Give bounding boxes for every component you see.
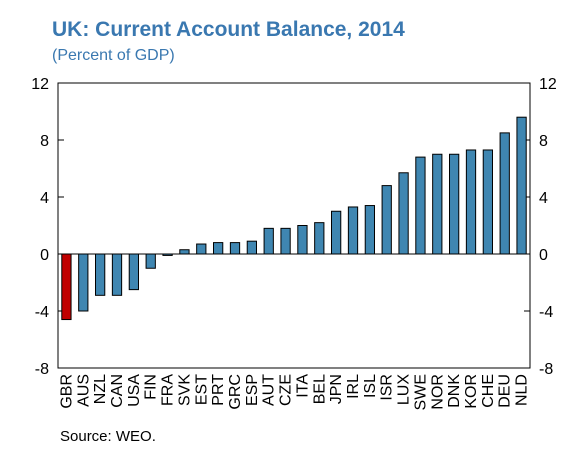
- bar-cze: [280, 227, 291, 255]
- bar-svk: [179, 249, 190, 255]
- x-tick-label-esp: ESP: [244, 374, 261, 406]
- bar-ita: [297, 225, 308, 255]
- bar-prt: [213, 242, 224, 255]
- x-tick-label-jpn: JPN: [328, 374, 345, 404]
- x-tick-label-che: CHE: [480, 374, 497, 408]
- x-tick-label-deu: DEU: [497, 374, 514, 408]
- bar-est: [196, 243, 207, 255]
- bar-swe: [415, 156, 426, 255]
- x-tick-label-lux: LUX: [396, 374, 413, 405]
- y-tick-label-left: 0: [40, 247, 49, 264]
- x-tick-label-grc: GRC: [227, 374, 244, 410]
- y-tick-label-left: 12: [31, 76, 49, 93]
- x-tick-label-bel: BEL: [311, 374, 328, 404]
- chart-subtitle: (Percent of GDP): [52, 47, 175, 64]
- x-tick-label-ita: ITA: [294, 374, 311, 398]
- x-tick-label-irl: IRL: [345, 374, 362, 399]
- bar-kor: [465, 149, 477, 255]
- bar-lux: [398, 172, 409, 255]
- x-tick-label-aus: AUS: [75, 374, 92, 407]
- bar-grc: [229, 242, 241, 255]
- x-tick-label-aut: AUT: [261, 374, 278, 406]
- x-tick-label-usa: USA: [126, 374, 143, 407]
- y-tick-label-right: -8: [539, 361, 553, 378]
- y-tick-label-left: -8: [35, 361, 49, 378]
- y-tick-label-left: -4: [35, 304, 49, 321]
- x-tick-label-svk: SVK: [176, 374, 193, 406]
- bar-aus: [78, 253, 89, 312]
- x-tick-label-nor: NOR: [429, 374, 446, 410]
- y-tick-label-left: 4: [40, 190, 49, 207]
- bar-isl: [364, 205, 375, 255]
- y-tick-label-right: 8: [539, 133, 548, 150]
- bar-esp: [246, 240, 257, 255]
- x-tick-label-isr: ISR: [379, 374, 396, 401]
- bar-che: [482, 149, 493, 255]
- bar-gbr: [61, 253, 72, 321]
- bar-dnk: [449, 153, 460, 255]
- y-tick-label-right: 4: [539, 190, 548, 207]
- x-tick-label-prt: PRT: [210, 374, 227, 406]
- y-tick-label-right: -4: [539, 304, 553, 321]
- x-tick-label-kor: KOR: [463, 374, 480, 409]
- bar-nor: [432, 153, 443, 255]
- x-tick-label-dnk: DNK: [446, 374, 463, 408]
- x-tick-label-fra: FRA: [160, 374, 177, 406]
- bar-usa: [128, 253, 139, 291]
- bar-bel: [314, 222, 325, 255]
- plot-frame: [57, 82, 531, 369]
- bar-deu: [499, 132, 510, 255]
- source-note: Source: WEO.: [60, 428, 156, 445]
- x-tick-label-nzl: NZL: [92, 374, 109, 404]
- x-tick-label-cze: CZE: [278, 374, 295, 406]
- y-tick-label-right: 12: [539, 76, 557, 93]
- bar-fin: [145, 253, 156, 269]
- bar-jpn: [331, 210, 342, 255]
- x-tick-label-can: CAN: [109, 374, 126, 408]
- y-tick-label-right: 0: [539, 247, 548, 264]
- x-tick-label-est: EST: [193, 374, 210, 405]
- x-tick-label-nld: NLD: [514, 374, 531, 406]
- chart-title: UK: Current Account Balance, 2014: [52, 18, 405, 41]
- y-tick-label-left: 8: [40, 133, 49, 150]
- x-tick-label-swe: SWE: [412, 374, 429, 410]
- x-tick-label-fin: FIN: [143, 374, 160, 400]
- bar-nzl: [95, 253, 106, 296]
- x-tick-label-gbr: GBR: [58, 374, 75, 409]
- bar-can: [111, 253, 123, 296]
- bar-aut: [263, 227, 274, 255]
- bar-nld: [516, 116, 527, 255]
- bar-isr: [381, 185, 392, 255]
- bar-irl: [347, 206, 359, 255]
- x-tick-label-isl: ISL: [362, 374, 379, 398]
